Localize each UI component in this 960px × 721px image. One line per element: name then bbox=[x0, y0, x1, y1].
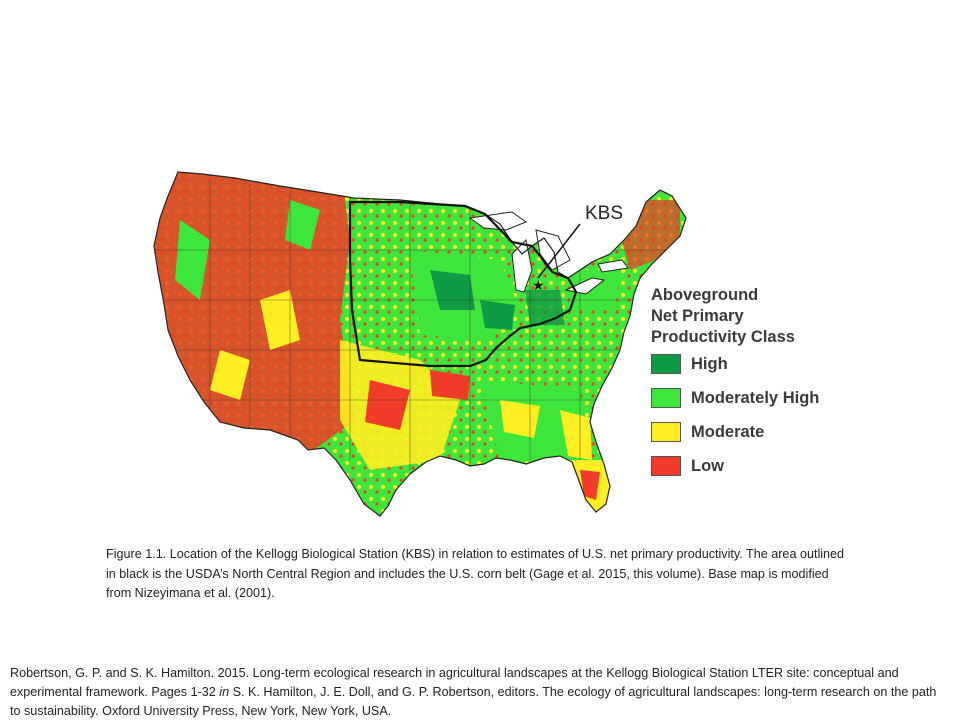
legend-title-line: Productivity Class bbox=[651, 328, 795, 346]
kbs-label: KBS bbox=[585, 203, 624, 224]
legend-label-moderately-high: Moderately High bbox=[691, 388, 820, 407]
legend-swatch-moderately-high bbox=[651, 388, 681, 408]
legend-title-line: Net Primary bbox=[651, 307, 744, 325]
legend-swatch-moderate bbox=[651, 422, 681, 442]
legend-label-low: Low bbox=[691, 456, 724, 475]
legend-title-line: Aboveground bbox=[651, 286, 759, 304]
legend-swatch-high bbox=[651, 354, 681, 374]
kbs-pointer-line bbox=[537, 223, 581, 279]
figure-caption: Figure 1.1. Location of the Kellogg Biol… bbox=[106, 547, 845, 600]
legend-item-low: Low bbox=[651, 454, 724, 478]
legend-item-moderate: Moderate bbox=[651, 420, 764, 444]
legend-label-high: High bbox=[691, 354, 728, 373]
north-central-region-outline bbox=[348, 200, 578, 368]
legend-label-moderate: Moderate bbox=[691, 422, 765, 441]
legend-item-moderately-high: Moderately High bbox=[651, 386, 819, 410]
citation-part1: Robertson, G. P. and S. K. Hamilton. 201… bbox=[10, 666, 899, 699]
citation-part2: S. K. Hamilton, J. E. Doll, and G. P. Ro… bbox=[10, 685, 937, 718]
legend-title: Aboveground Net Primary Productivity Cla… bbox=[651, 285, 795, 348]
citation-italic: in bbox=[219, 685, 230, 699]
star-icon: ★ bbox=[532, 278, 545, 294]
legend-swatch-low bbox=[651, 456, 681, 476]
us-productivity-map: ★ bbox=[153, 171, 687, 517]
legend-item-high: High bbox=[651, 352, 728, 376]
citation: Robertson, G. P. and S. K. Hamilton. 201… bbox=[10, 664, 950, 721]
